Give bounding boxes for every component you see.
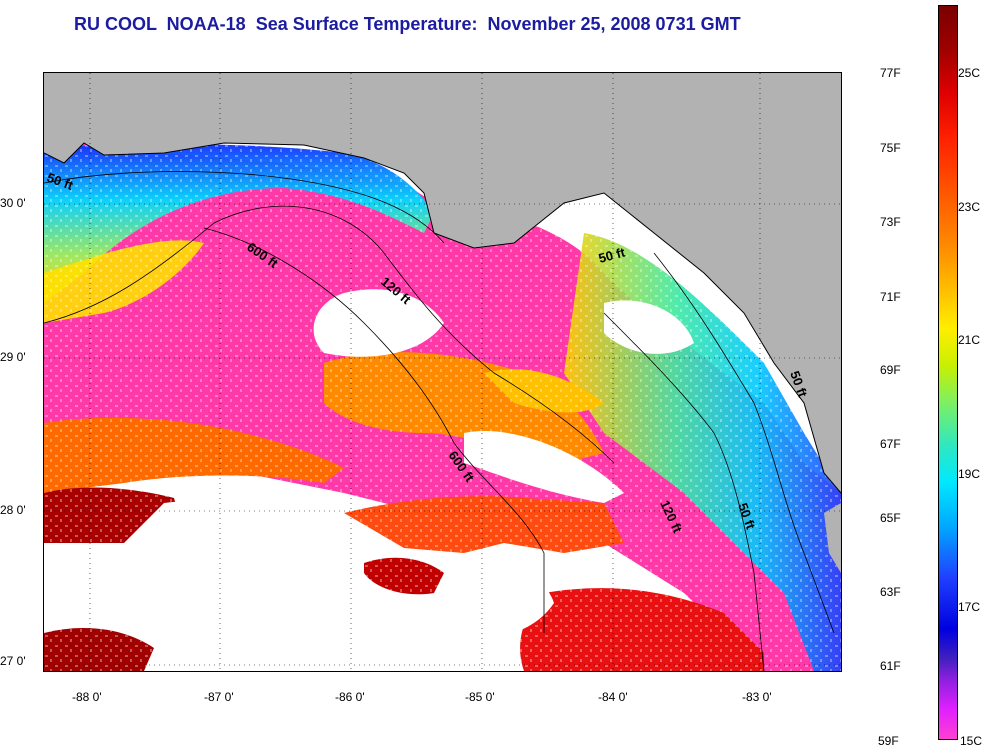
colorbar-f-label: 65F xyxy=(880,511,901,525)
colorbar-f-label: 61F xyxy=(880,659,901,673)
colorbar-f-label: 59F xyxy=(878,734,899,748)
land-peninsula xyxy=(824,503,841,573)
temperature-colorbar xyxy=(938,5,958,740)
lon-label: -85 0' xyxy=(465,690,495,704)
colorbar-f-label: 63F xyxy=(880,585,901,599)
lon-label: -88 0' xyxy=(72,690,102,704)
colorbar-c-label: 17C xyxy=(958,600,981,614)
lat-label: 29 0' xyxy=(0,350,26,364)
colorbar-c-label: 21C xyxy=(958,333,981,347)
contour-50ft-east xyxy=(653,252,835,634)
lon-label: -83 0' xyxy=(742,690,772,704)
contour-120ft xyxy=(44,205,615,464)
colorbar-c-label: 15C xyxy=(960,734,983,748)
contour-label: 50 ft xyxy=(597,244,627,266)
colorbar-f-label: 75F xyxy=(880,141,901,155)
lon-label: -84 0' xyxy=(598,690,628,704)
colorbar-f-label: 73F xyxy=(880,215,901,229)
lon-label: -87 0' xyxy=(204,690,234,704)
colorbar-f-label: 69F xyxy=(880,363,901,377)
colorbar-c-label: 25C xyxy=(958,66,981,80)
coastline xyxy=(44,142,841,494)
colorbar-f-label: 71F xyxy=(880,290,901,304)
land-mass xyxy=(44,73,841,493)
lat-label: 30 0' xyxy=(0,196,26,210)
contour-600ft xyxy=(203,227,545,633)
colorbar-f-label: 77F xyxy=(880,66,901,80)
lon-label: -86 0' xyxy=(335,690,365,704)
colorbar-c-label: 19C xyxy=(958,467,981,481)
colorbar-f-label: 67F xyxy=(880,437,901,451)
lat-label: 28 0' xyxy=(0,503,26,517)
page-title: RU COOL NOAA-18 Sea Surface Temperature:… xyxy=(74,14,741,34)
contour-50ft xyxy=(44,171,445,244)
sst-map-canvas: 50 ft 600 ft 120 ft 50 ft 600 ft 120 ft … xyxy=(44,73,841,671)
colorbar-c-label: 23C xyxy=(958,200,981,214)
lat-label: 27 0' xyxy=(0,654,26,668)
contour-120ft-east xyxy=(603,312,765,671)
sst-map[interactable]: 50 ft 600 ft 120 ft 50 ft 600 ft 120 ft … xyxy=(43,72,842,672)
